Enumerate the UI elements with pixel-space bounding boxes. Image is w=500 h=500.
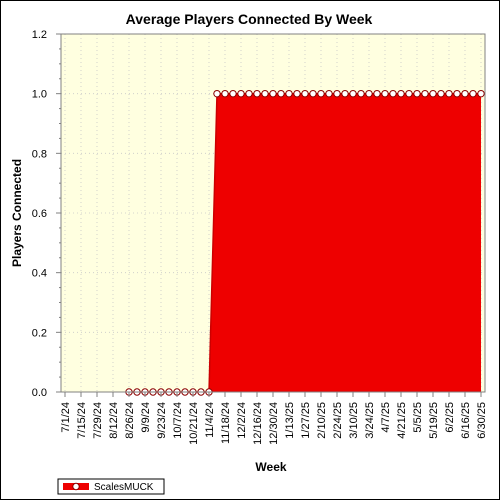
x-axis-label: Week bbox=[255, 460, 286, 474]
x-tick-label: 1/27/25 bbox=[300, 402, 312, 439]
x-tick-label: 6/2/25 bbox=[444, 402, 456, 433]
data-point bbox=[341, 89, 349, 98]
x-tick-label: 12/16/24 bbox=[252, 402, 264, 445]
series-area bbox=[129, 93, 481, 393]
x-tick-label: 11/4/24 bbox=[204, 402, 216, 438]
y-tick-label: 0.8 bbox=[32, 148, 47, 160]
x-tick-label: 11/18/24 bbox=[220, 402, 232, 444]
data-point bbox=[469, 89, 477, 98]
data-point bbox=[269, 89, 277, 98]
x-tick-label: 4/7/25 bbox=[380, 402, 392, 433]
x-tick-label: 2/10/25 bbox=[316, 402, 328, 439]
data-point bbox=[221, 89, 229, 98]
x-tick-label: 6/16/25 bbox=[460, 402, 472, 439]
y-tick-label: 0.4 bbox=[32, 268, 47, 280]
data-point bbox=[229, 89, 237, 98]
data-point bbox=[421, 89, 429, 98]
x-tick-label: 3/10/25 bbox=[348, 402, 360, 439]
data-point bbox=[253, 89, 261, 98]
legend: ScalesMUCK bbox=[57, 478, 165, 495]
data-point bbox=[277, 89, 285, 98]
x-tick-label: 10/21/24 bbox=[188, 402, 200, 445]
data-point bbox=[325, 89, 333, 98]
data-point bbox=[437, 89, 445, 98]
x-tick-label: 12/30/24 bbox=[268, 402, 280, 445]
x-axis: 7/1/24 7/15/24 7/29/24 8/12/24 8/26/24 9/9/24… bbox=[60, 392, 488, 445]
data-point bbox=[429, 89, 437, 98]
data-point bbox=[453, 89, 461, 98]
legend-marker bbox=[72, 482, 80, 491]
y-tick-label: 1.2 bbox=[32, 29, 47, 41]
data-point bbox=[309, 89, 317, 98]
x-tick-label: 1/13/25 bbox=[284, 402, 296, 439]
data-point bbox=[357, 89, 365, 98]
data-point bbox=[213, 89, 221, 98]
data-point bbox=[381, 89, 389, 98]
data-point bbox=[301, 89, 309, 98]
x-tick-label: 9/23/24 bbox=[156, 402, 168, 439]
data-point bbox=[413, 89, 421, 98]
x-tick-label: 7/1/24 bbox=[60, 402, 72, 433]
x-tick-label: 7/15/24 bbox=[76, 402, 88, 439]
data-point bbox=[477, 89, 485, 98]
chart-title: Average Players Connected By Week bbox=[126, 11, 373, 27]
y-tick-label: 0.0 bbox=[32, 387, 47, 399]
data-point bbox=[373, 89, 381, 98]
data-point bbox=[461, 89, 469, 98]
x-tick-label: 5/19/25 bbox=[428, 402, 440, 439]
y-axis: 0.0 0.2 0.4 0.6 0.8 1.0 1.2 bbox=[32, 29, 61, 399]
x-tick-label: 10/7/24 bbox=[172, 402, 184, 439]
data-point bbox=[405, 89, 413, 98]
legend-box bbox=[57, 478, 165, 495]
data-point bbox=[397, 89, 405, 98]
x-tick-label: 8/12/24 bbox=[108, 402, 120, 439]
x-tick-label: 3/24/25 bbox=[364, 402, 376, 439]
x-tick-label: 12/2/24 bbox=[236, 402, 248, 439]
data-point bbox=[285, 89, 293, 98]
data-point bbox=[445, 89, 453, 98]
x-tick-label: 5/5/25 bbox=[412, 402, 424, 433]
x-tick-label: 2/24/25 bbox=[332, 402, 344, 439]
x-tick-label: 6/30/25 bbox=[476, 402, 488, 439]
data-point bbox=[261, 89, 269, 98]
x-tick-label: 8/26/24 bbox=[124, 402, 136, 439]
x-tick-label: 7/29/24 bbox=[92, 402, 104, 439]
data-point bbox=[237, 89, 245, 98]
data-point bbox=[389, 89, 397, 98]
x-tick-label: 9/9/24 bbox=[140, 402, 152, 433]
data-point bbox=[293, 89, 301, 98]
data-point bbox=[333, 89, 341, 98]
data-point bbox=[365, 89, 373, 98]
x-tick-label: 4/21/25 bbox=[396, 402, 408, 439]
legend-label: ScalesMUCK bbox=[94, 482, 154, 493]
y-tick-label: 1.0 bbox=[32, 89, 47, 101]
data-point bbox=[245, 89, 253, 98]
y-tick-label: 0.2 bbox=[32, 327, 47, 339]
y-axis-label: Players Connected bbox=[10, 159, 24, 267]
y-tick-label: 0.6 bbox=[32, 208, 47, 220]
data-point bbox=[317, 89, 325, 98]
data-point bbox=[349, 89, 357, 98]
